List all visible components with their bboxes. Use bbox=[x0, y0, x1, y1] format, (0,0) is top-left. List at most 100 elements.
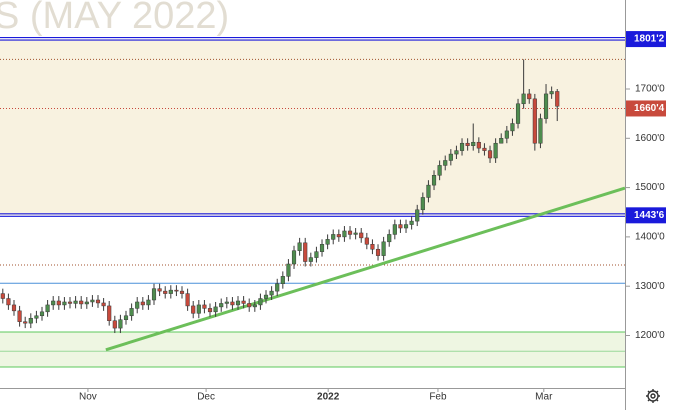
candle-body bbox=[280, 276, 285, 284]
candle-body bbox=[6, 298, 11, 306]
candle-body bbox=[84, 301, 89, 305]
candle-body bbox=[45, 304, 50, 313]
candle-body bbox=[151, 288, 157, 301]
candle-body bbox=[353, 232, 358, 235]
y-tick-label: 1400'0 bbox=[635, 232, 665, 243]
candle-body bbox=[157, 288, 162, 292]
candle-body bbox=[56, 300, 61, 306]
candle-body bbox=[34, 315, 39, 319]
candle-body bbox=[398, 224, 403, 229]
candle-body bbox=[202, 304, 207, 309]
candle-body bbox=[364, 237, 369, 245]
candle-body bbox=[67, 301, 73, 304]
y-tick-label: 1500'0 bbox=[635, 182, 665, 193]
zone bbox=[0, 332, 625, 368]
candle-body bbox=[515, 103, 521, 124]
candle-body bbox=[532, 98, 537, 144]
candle-body bbox=[118, 319, 123, 329]
candle-body bbox=[196, 304, 201, 314]
candle-body bbox=[471, 141, 476, 146]
trendline bbox=[105, 186, 626, 352]
candle-body bbox=[62, 301, 67, 306]
candle-body bbox=[319, 244, 325, 252]
candle-body bbox=[286, 263, 291, 277]
x-tick-label: Dec bbox=[197, 392, 215, 403]
candle-body bbox=[403, 224, 409, 229]
candle-body bbox=[79, 300, 84, 305]
candle-body bbox=[28, 317, 33, 324]
candle-body bbox=[303, 242, 308, 262]
y-tick-label: 1600'0 bbox=[635, 133, 665, 144]
candle-body bbox=[269, 290, 274, 296]
candle-body bbox=[291, 250, 297, 265]
x-tick-label: Nov bbox=[79, 392, 97, 403]
candle-body bbox=[381, 241, 386, 256]
candle-body bbox=[146, 299, 151, 306]
candle-body bbox=[73, 300, 78, 304]
candle-body bbox=[375, 248, 381, 256]
candle-body bbox=[493, 142, 498, 159]
candle-body bbox=[482, 147, 487, 151]
candle-body bbox=[101, 302, 106, 307]
candle-body bbox=[336, 234, 341, 238]
candle-body bbox=[459, 142, 465, 151]
candle-body bbox=[443, 160, 448, 166]
candle-body bbox=[370, 244, 375, 250]
candle-body bbox=[387, 234, 392, 243]
candle-body bbox=[325, 239, 330, 245]
candle-body bbox=[163, 290, 168, 294]
candle-body bbox=[510, 123, 515, 132]
candle-body bbox=[241, 300, 246, 304]
candle-body bbox=[308, 257, 313, 262]
candle-body bbox=[168, 289, 173, 294]
watermark-title: S (MAY 2022) bbox=[0, 0, 229, 37]
candle-body bbox=[331, 234, 336, 240]
candle-body bbox=[247, 303, 252, 308]
candle-body bbox=[17, 310, 22, 322]
candle-body bbox=[191, 305, 196, 314]
candle-body bbox=[437, 165, 442, 176]
x-tick-label: Mar bbox=[535, 392, 553, 403]
candle-body bbox=[297, 242, 302, 251]
x-tick-label: Feb bbox=[429, 392, 447, 403]
candle-body bbox=[431, 175, 437, 186]
candle-body bbox=[263, 294, 269, 299]
candle-body bbox=[174, 289, 179, 292]
price-tag-label: 1801'2 bbox=[634, 34, 665, 45]
candle-body bbox=[23, 321, 28, 324]
candle-body bbox=[235, 300, 241, 306]
candle-body bbox=[129, 308, 134, 317]
candle-body bbox=[213, 306, 218, 313]
candle-body bbox=[465, 142, 470, 146]
candle-body bbox=[230, 301, 235, 306]
settings-icon[interactable] bbox=[646, 389, 660, 403]
y-tick-label: 1700'0 bbox=[635, 84, 665, 95]
candle-body bbox=[521, 93, 526, 105]
candle-body bbox=[179, 290, 185, 294]
candle-body bbox=[112, 320, 117, 329]
price-tag bbox=[626, 207, 666, 224]
candle-body bbox=[252, 304, 257, 308]
candle-body bbox=[420, 197, 425, 211]
price-tag bbox=[626, 31, 666, 48]
candle-body bbox=[275, 283, 280, 292]
candle-body bbox=[39, 311, 45, 317]
candle-body bbox=[392, 224, 397, 235]
candle-body bbox=[314, 251, 319, 258]
candle-body bbox=[342, 230, 347, 238]
candle-body bbox=[95, 299, 101, 304]
candle-body bbox=[123, 315, 129, 320]
candle-body bbox=[415, 209, 420, 222]
candle-body bbox=[219, 303, 224, 308]
x-tick-label: 2022 bbox=[317, 392, 340, 403]
candle-body bbox=[224, 301, 229, 304]
candle-body bbox=[11, 304, 17, 312]
candle-body bbox=[549, 91, 554, 95]
zone bbox=[0, 39, 625, 216]
candle-body bbox=[499, 138, 504, 144]
candle-body bbox=[107, 305, 112, 321]
candle-body bbox=[543, 93, 549, 119]
candle-body bbox=[258, 298, 263, 306]
candle-body bbox=[476, 141, 481, 149]
